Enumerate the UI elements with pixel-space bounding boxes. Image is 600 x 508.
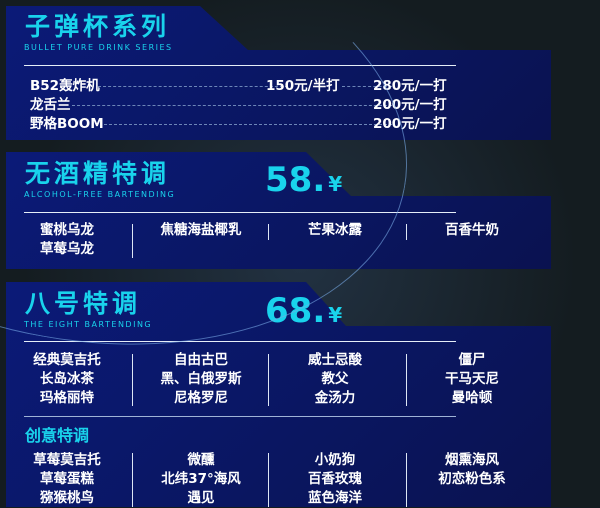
eight-subtitle: THE EIGHT BARTENDING xyxy=(24,320,153,329)
menu-column: 经典莫吉托长岛冰茶玛格丽特 xyxy=(0,351,134,408)
currency-symbol: ¥ xyxy=(328,303,343,327)
column-divider xyxy=(406,354,407,406)
menu-item: 黑、白俄罗斯 xyxy=(160,371,242,387)
alcohol-free-price: 58. ¥ xyxy=(265,160,342,204)
menu-item: 百香玫瑰 xyxy=(308,471,362,487)
item-price: 200元/一打 xyxy=(373,116,447,132)
menu-item: 金汤力 xyxy=(314,390,356,406)
menu-column: 威士忌酸 教父 金汤力 xyxy=(268,351,402,408)
menu-column: 百香牛奶 xyxy=(405,221,539,240)
currency-symbol: ¥ xyxy=(328,172,343,196)
divider xyxy=(24,212,456,213)
column-divider xyxy=(132,224,133,258)
column-divider xyxy=(132,354,133,406)
eight-title: 八号特调 xyxy=(25,289,142,318)
menu-row: 野格BOOM 200元/一打 xyxy=(30,115,502,133)
price-value: 68. xyxy=(265,291,326,331)
menu-item: 百香牛奶 xyxy=(445,222,499,238)
menu-item: 经典莫吉托 xyxy=(33,352,101,368)
menu-item: 烟熏海风 xyxy=(445,452,499,468)
dash-leader xyxy=(104,124,392,125)
menu-item: 尼格罗尼 xyxy=(174,390,228,406)
dash-leader xyxy=(342,86,392,87)
column-divider xyxy=(406,224,407,240)
dash-leader xyxy=(72,105,392,106)
menu-item: 草莓莫吉托 xyxy=(33,452,101,468)
column-divider xyxy=(132,453,133,507)
menu-column: 烟熏海风 初恋粉色系 xyxy=(405,451,539,489)
menu-item: 威士忌酸 xyxy=(308,352,362,368)
alcohol-free-title: 无酒精特调 xyxy=(25,159,171,188)
menu-row: 龙舌兰 200元/一打 xyxy=(30,96,502,114)
dash-leader xyxy=(98,86,288,87)
menu-item: 教父 xyxy=(321,371,349,387)
menu-column: 微醺北纬37°海风 遇见 xyxy=(134,451,268,508)
alcohol-free-subtitle: ALCOHOL-FREE BARTENDING xyxy=(24,190,176,199)
item-price: 280元/一打 xyxy=(373,78,447,94)
menu-item: 长岛冰茶 xyxy=(40,371,94,387)
menu-item: 蓝色海洋 xyxy=(308,490,362,506)
menu-column: 焦糖海盐椰乳 xyxy=(134,221,268,240)
menu-column: 蜜桃乌龙 草莓乌龙 xyxy=(0,221,134,259)
menu-item: 草莓蛋糕 xyxy=(40,471,94,487)
bullet-title: 子弹杯系列 xyxy=(25,12,171,41)
menu-row: B52轰炸机 150元/半打 280元/一打 xyxy=(30,77,502,95)
column-divider xyxy=(406,453,407,507)
menu-item: 僵尸 xyxy=(458,352,486,368)
creative-title: 创意特调 xyxy=(25,426,90,445)
menu-column: 僵尸 干马天尼 曼哈顿 xyxy=(405,351,539,408)
menu-item: 遇见 xyxy=(187,490,215,506)
menu-column: 小奶狗百香玫瑰蓝色海洋 xyxy=(268,451,402,508)
menu-item: 猕猴桃鸟 xyxy=(40,490,94,506)
item-name: 野格BOOM xyxy=(30,116,104,132)
menu-item: 焦糖海盐椰乳 xyxy=(160,222,242,238)
divider xyxy=(24,341,456,342)
menu-column: 草莓莫吉托草莓蛋糕猕猴桃鸟 xyxy=(0,451,134,508)
price-value: 58. xyxy=(265,160,326,200)
column-divider xyxy=(268,453,269,507)
menu-column: 芒果冰露 xyxy=(268,221,402,240)
eight-price: 68. ¥ xyxy=(265,291,342,335)
menu-item: 芒果冰露 xyxy=(308,222,362,238)
column-divider xyxy=(268,354,269,406)
column-divider xyxy=(268,224,269,240)
item-price: 200元/一打 xyxy=(373,97,447,113)
menu-column: 自由古巴黑、白俄罗斯 尼格罗尼 xyxy=(134,351,268,408)
menu-item: 草莓乌龙 xyxy=(40,241,94,257)
item-price-half: 150元/半打 xyxy=(266,78,340,94)
menu-item: 玛格丽特 xyxy=(40,390,94,406)
menu-item: 小奶狗 xyxy=(314,452,356,468)
bullet-subtitle: BULLET PURE DRINK SERIES xyxy=(24,43,173,52)
menu-item: 曼哈顿 xyxy=(451,390,493,406)
menu-item: 自由古巴 xyxy=(174,352,228,368)
menu-item: 干马天尼 xyxy=(445,371,499,387)
item-name: 龙舌兰 xyxy=(30,97,71,113)
menu-item: 北纬37°海风 xyxy=(161,471,241,487)
divider xyxy=(24,65,456,66)
menu-item: 初恋粉色系 xyxy=(438,471,506,487)
divider xyxy=(24,416,456,417)
menu-item: 蜜桃乌龙 xyxy=(40,222,94,238)
menu-item: 微醺 xyxy=(187,452,215,468)
item-name: B52轰炸机 xyxy=(30,78,100,94)
